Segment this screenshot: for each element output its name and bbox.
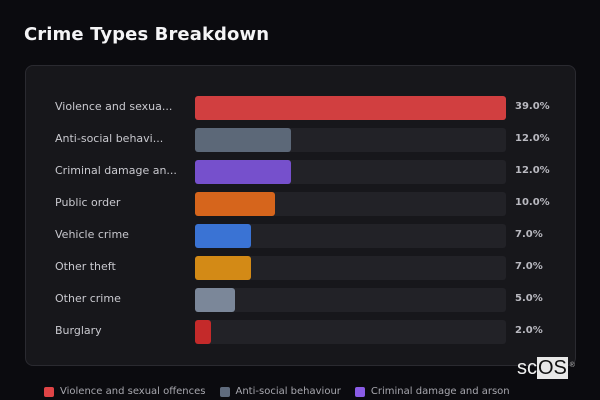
bar-value: 12.0% [515,133,550,144]
bar-label: Criminal damage an... [55,164,177,177]
chart-title: Crime Types Breakdown [24,24,270,45]
bar-value: 39.0% [515,101,550,112]
bar-row[interactable]: Violence and sexua... 39.0% [26,96,575,120]
bar-row[interactable]: Vehicle crime 7.0% [26,224,575,248]
bar-fill[interactable] [195,128,291,152]
watermark-os: OS [537,357,568,379]
bar-fill[interactable] [195,224,251,248]
legend-item[interactable]: Anti-social behaviour [219,386,341,397]
bar-fill[interactable] [195,192,275,216]
bar-row[interactable]: Burglary 2.0% [26,320,575,344]
bar-label: Other theft [55,260,116,273]
bar-value: 5.0% [515,293,543,304]
legend-label: Criminal damage and arson [370,386,510,397]
bar-label: Burglary [55,324,102,337]
bar-label: Anti-social behavi... [55,132,164,145]
bar-value: 7.0% [515,229,543,240]
bar-fill[interactable] [195,160,291,184]
bar-value: 7.0% [515,261,543,272]
chart-card: Violence and sexua... 39.0% Anti-social be… [25,65,576,366]
legend-item[interactable]: Criminal damage and arson [354,386,510,397]
legend-swatch-icon [354,386,365,397]
bar-row[interactable]: Other crime 5.0% [26,288,575,312]
bar-fill[interactable] [195,320,211,344]
bar-track [195,320,506,344]
registered-mark-icon: ® [569,362,575,369]
legend-swatch-icon [44,386,54,397]
bar-row[interactable]: Anti-social behavi... 12.0% [26,128,575,152]
legend-label: Anti-social behaviour [235,386,341,397]
bar-value: 10.0% [515,197,550,208]
bar-track [195,256,506,280]
bar-track [195,192,506,216]
bar-value: 12.0% [515,165,550,176]
bar-track [195,224,506,248]
legend-item[interactable]: Violence and sexual offences [44,386,206,397]
bar-label: Other crime [55,292,121,305]
bar-label: Violence and sexua... [55,100,173,113]
chart-legend: Violence and sexual offences Anti-social … [44,386,510,397]
bar-track [195,128,506,152]
bar-label: Vehicle crime [55,228,129,241]
bar-fill[interactable] [195,96,506,120]
legend-label: Violence and sexual offences [60,386,206,397]
bar-row[interactable]: Criminal damage an... 12.0% [26,160,575,184]
bar-value: 2.0% [515,325,543,336]
bar-row[interactable]: Public order 10.0% [26,192,575,216]
bar-label: Public order [55,196,121,209]
bar-track [195,96,506,120]
watermark-prefix: sc [517,357,537,379]
bar-fill[interactable] [195,256,251,280]
scos-watermark: scOS ® [517,357,575,379]
legend-swatch-icon [219,386,230,397]
bar-fill[interactable] [195,288,235,312]
bar-row[interactable]: Other theft 7.0% [26,256,575,280]
bar-track [195,160,506,184]
bar-track [195,288,506,312]
